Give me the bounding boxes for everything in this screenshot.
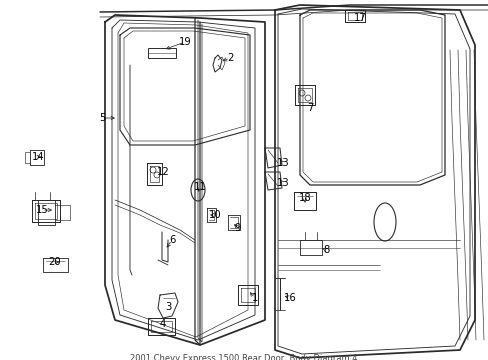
Text: 20: 20 (49, 257, 61, 267)
Text: 2001 Chevy Express 1500 Rear Door, Body Diagram 4: 2001 Chevy Express 1500 Rear Door, Body … (130, 354, 357, 360)
Text: 4: 4 (160, 319, 166, 329)
Text: 18: 18 (298, 193, 311, 203)
Text: 19: 19 (178, 37, 191, 47)
Text: 2: 2 (226, 53, 233, 63)
Text: 7: 7 (306, 103, 312, 113)
Text: 16: 16 (283, 293, 296, 303)
Text: 3: 3 (164, 302, 171, 312)
Text: 13: 13 (276, 158, 289, 168)
Text: 12: 12 (156, 167, 169, 177)
Text: 17: 17 (353, 13, 366, 23)
Text: 8: 8 (322, 245, 328, 255)
Text: 15: 15 (36, 205, 48, 215)
Text: 10: 10 (208, 210, 221, 220)
Text: 14: 14 (32, 152, 44, 162)
Text: 13: 13 (276, 178, 289, 188)
Text: 9: 9 (234, 223, 241, 233)
Text: 11: 11 (193, 182, 206, 192)
Bar (148, 48, 176, 58)
Text: 1: 1 (251, 293, 258, 303)
Text: 5: 5 (99, 113, 105, 123)
Text: 6: 6 (168, 235, 175, 245)
